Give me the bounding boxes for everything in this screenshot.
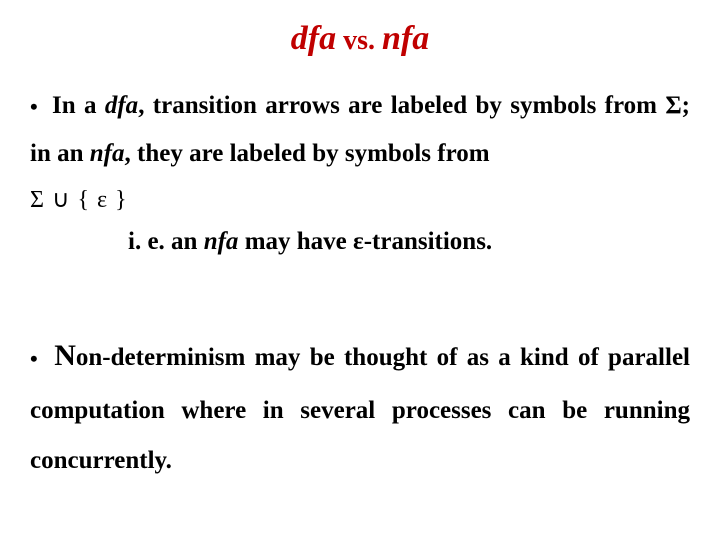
bullet1-text-part3: , they are labeled by symbols from xyxy=(125,140,490,167)
bullet1-continuation: i. e. an nfa may have ε-transitions. xyxy=(128,218,690,266)
title-vs: vs. xyxy=(336,25,382,56)
bullet1-text-part1: In a xyxy=(44,92,105,119)
bullet2-rest: on-determinism may be thought of as a ki… xyxy=(30,344,690,474)
bullet-marker-2: • xyxy=(30,346,38,371)
slide-title: dfa vs. nfa xyxy=(30,20,690,58)
title-nfa: nfa xyxy=(382,20,429,57)
bullet1c-nfa: nfa xyxy=(204,228,239,255)
bullet1c-part2: may have ε-transitions. xyxy=(238,228,492,255)
bullet1-nfa: nfa xyxy=(90,140,125,167)
bullet1c-part1: i. e. an xyxy=(128,228,204,255)
bullet1-dfa: dfa xyxy=(105,92,138,119)
sigma-union-epsilon-formula: Σ ∪ { ε } xyxy=(30,185,128,214)
bullet2-capital-n: N xyxy=(44,339,76,372)
formula-line: Σ ∪ { ε } xyxy=(30,185,690,214)
bullet-point-2: • Non-determinism may be thought of as a… xyxy=(30,326,690,486)
bullet-marker: • xyxy=(30,94,38,119)
title-dfa: dfa xyxy=(291,20,336,57)
bullet-point-1: • In a dfa, transition arrows are labele… xyxy=(30,82,690,177)
